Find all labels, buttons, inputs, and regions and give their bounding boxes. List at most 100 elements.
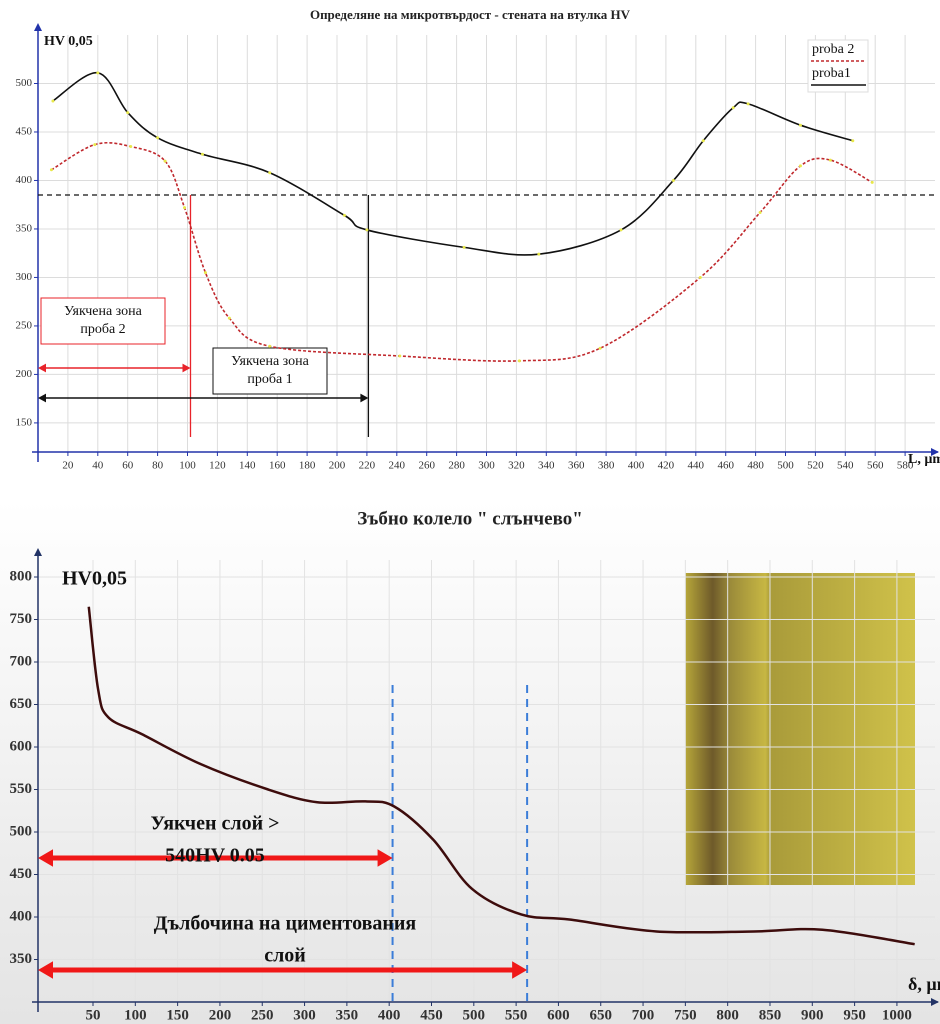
data-point — [462, 245, 466, 249]
x-tick-label: 420 — [658, 460, 675, 470]
data-point — [731, 106, 735, 110]
arrow-head — [512, 961, 528, 979]
data-point — [746, 102, 750, 106]
x-tick-label: 500 — [463, 1007, 486, 1023]
x-tick-label: 850 — [759, 1007, 782, 1023]
chart: 150 200 250 300 350 400 450 500 20 40 60 80 100 120 14… — [16, 7, 940, 470]
annotation: Уякчена зона — [64, 304, 142, 319]
x-tick-label: 40 — [92, 460, 104, 470]
x-axis-label: δ, µm — [908, 974, 940, 994]
x-tick-label: 100 — [179, 460, 196, 470]
data-point — [96, 71, 100, 75]
data-line — [87, 606, 915, 946]
data-point — [163, 159, 167, 163]
x-tick-label: 300 — [293, 1007, 316, 1023]
x-tick-label: 900 — [801, 1007, 824, 1023]
data-point — [517, 359, 521, 363]
x-tick-label: 350 — [336, 1007, 359, 1023]
x-tick-label: 440 — [688, 460, 705, 470]
chart-title: Зъбно колело " слънчево" — [357, 508, 583, 529]
data-point — [268, 171, 272, 175]
x-tick-label: 100 — [124, 1007, 147, 1023]
arrow-head — [377, 849, 393, 867]
data-point — [828, 158, 832, 162]
data-point — [49, 168, 53, 172]
data-line — [51, 141, 873, 362]
axis-arrow — [34, 23, 42, 31]
x-tick-label: 580 — [897, 460, 914, 470]
x-tick-label: 200 — [209, 1007, 232, 1023]
x-tick-label: 150 — [166, 1007, 189, 1023]
data-point — [156, 136, 160, 140]
y-tick-label: 350 — [10, 951, 33, 967]
x-tick-label: 280 — [448, 460, 465, 470]
x-tick-label: 120 — [209, 460, 226, 470]
x-tick-label: 240 — [389, 460, 406, 470]
x-tick-label: 650 — [589, 1007, 612, 1023]
x-tick-label: 480 — [747, 460, 764, 470]
annotation: Дълбочина на циментования — [154, 913, 417, 935]
y-tick-label: 600 — [10, 738, 33, 754]
y-tick-label: 450 — [10, 866, 33, 882]
x-tick-label: 750 — [674, 1007, 697, 1023]
annotation: Уякчена зона — [231, 354, 309, 369]
data-point — [870, 180, 874, 184]
data-point — [200, 152, 204, 156]
annotation: 540HV 0.05 — [165, 845, 265, 867]
y-axis-label: HV0,05 — [62, 568, 127, 590]
axis-arrow — [931, 998, 939, 1006]
data-point — [398, 354, 402, 358]
x-tick-label: 320 — [508, 460, 525, 470]
x-tick-label: 400 — [628, 460, 645, 470]
data-point — [203, 271, 207, 275]
x-tick-label: 260 — [418, 460, 435, 470]
arrow-head — [38, 363, 46, 373]
data-point — [671, 178, 675, 182]
data-point — [701, 139, 705, 143]
annotation-box — [212, 347, 328, 395]
x-tick-label: 180 — [299, 460, 316, 470]
x-tick-label: 500 — [777, 460, 794, 470]
data-point — [183, 206, 187, 210]
micrograph — [685, 573, 915, 885]
x-tick-label: 220 — [359, 460, 376, 470]
x-tick-label: 550 — [505, 1007, 528, 1023]
x-tick-label: 950 — [843, 1007, 866, 1023]
data-point — [758, 210, 762, 214]
chart-title: Определяне на микротвърдост - стената на… — [310, 7, 631, 22]
axis-arrow — [931, 448, 939, 456]
x-tick-label: 200 — [329, 460, 346, 470]
legend-label: proba1 — [812, 66, 851, 81]
x-tick-label: 80 — [152, 460, 164, 470]
y-tick-label: 150 — [16, 416, 33, 428]
data-point — [268, 344, 272, 348]
annotation: проба 2 — [80, 322, 125, 337]
data-point — [93, 143, 97, 147]
x-axis-label: L, µm — [908, 452, 940, 467]
x-tick-label: 540 — [837, 460, 854, 470]
data-point — [698, 275, 702, 279]
x-tick-label: 1000 — [882, 1007, 912, 1023]
data-point — [227, 316, 231, 320]
y-tick-label: 750 — [10, 611, 33, 627]
x-tick-label: 50 — [86, 1007, 101, 1023]
y-tick-label: 400 — [10, 908, 33, 924]
x-tick-label: 450 — [420, 1007, 443, 1023]
arrow-head — [38, 961, 53, 979]
data-point — [798, 164, 802, 168]
arrow-head — [182, 363, 191, 373]
legend-box — [807, 39, 869, 93]
data-point — [126, 111, 130, 115]
annotation: проба 1 — [247, 372, 292, 387]
y-tick-label: 500 — [16, 77, 33, 89]
chart: 350 400 450 500 550 600 650 700 750 800 50 100 150 20… — [0, 500, 940, 1024]
y-tick-label: 800 — [10, 568, 33, 584]
x-tick-label: 60 — [122, 460, 134, 470]
x-tick-label: 160 — [269, 460, 286, 470]
x-tick-label: 700 — [632, 1007, 655, 1023]
x-tick-label: 800 — [716, 1007, 739, 1023]
axis-arrow — [34, 548, 42, 556]
data-point — [51, 99, 55, 103]
arrow-head — [360, 393, 369, 403]
